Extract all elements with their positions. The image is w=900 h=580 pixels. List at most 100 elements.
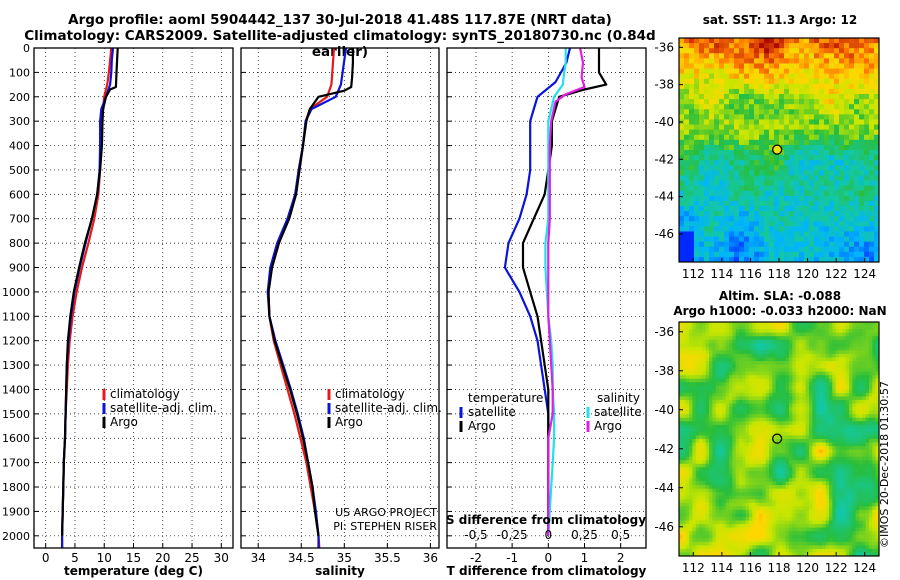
map-cell <box>715 329 720 334</box>
map-cell <box>844 119 850 125</box>
map-cell <box>869 241 875 248</box>
map-cell <box>759 216 765 222</box>
map-cell <box>794 185 800 192</box>
map-cell <box>749 424 753 429</box>
map-cell <box>729 428 733 433</box>
map-cell <box>729 43 735 49</box>
map-cell <box>815 364 820 369</box>
map-cell <box>812 435 817 440</box>
map-cell <box>819 144 825 151</box>
map-cell <box>772 375 777 380</box>
map-cell <box>695 446 700 451</box>
map-cell <box>752 392 757 397</box>
map-cell <box>789 439 793 443</box>
map-cell <box>712 336 717 341</box>
map-cell <box>754 256 760 263</box>
map-cell <box>779 129 785 136</box>
map-cell <box>694 124 700 131</box>
map-cell <box>679 150 685 156</box>
map-cell <box>712 371 717 376</box>
map-cell <box>869 236 875 243</box>
map-cell <box>699 170 705 176</box>
map-cell <box>844 63 850 69</box>
map-cell <box>872 361 877 365</box>
map-cell <box>854 144 860 151</box>
map-cell <box>849 346 853 351</box>
map-cell <box>829 180 835 187</box>
map-cell <box>755 453 760 458</box>
map-cell <box>785 492 790 497</box>
map-cell <box>819 211 825 217</box>
map-cell <box>822 435 827 440</box>
map-cell <box>799 206 805 212</box>
map-cell <box>754 83 760 90</box>
map-cell <box>752 403 757 408</box>
map-cell <box>765 378 770 383</box>
map-cell <box>784 246 790 253</box>
map-cell <box>692 343 697 348</box>
map-cell <box>842 396 847 401</box>
map-cell <box>839 389 843 394</box>
map-cell <box>849 200 855 207</box>
map-cell <box>824 226 830 232</box>
map-cell <box>855 339 860 344</box>
map-cell <box>785 336 790 341</box>
map-cell <box>729 396 733 401</box>
map-cell <box>799 421 803 426</box>
map-cell <box>755 431 760 436</box>
map-cell <box>822 357 827 362</box>
map-cell <box>719 139 725 146</box>
map-cell <box>824 155 830 161</box>
map-cell <box>785 339 790 344</box>
map-cell <box>749 407 753 412</box>
map-cell <box>839 392 843 397</box>
map-cell <box>705 446 710 451</box>
map-cell <box>819 431 823 436</box>
map-cell <box>685 442 690 447</box>
map-cell <box>769 488 773 493</box>
map-cell <box>772 357 777 362</box>
map-cell <box>735 431 740 436</box>
map-cell <box>735 371 740 376</box>
map-cell <box>819 325 823 330</box>
map-cell <box>829 325 833 330</box>
map-cell <box>815 488 820 493</box>
map-cell <box>872 481 877 486</box>
map-cell <box>839 371 843 376</box>
map-cell <box>859 241 865 248</box>
map-cell <box>814 78 820 85</box>
map-cell <box>782 329 787 334</box>
map-cell <box>704 63 710 69</box>
map-cell <box>829 446 833 451</box>
map-cell <box>704 195 710 202</box>
map-cell <box>789 346 793 351</box>
map-cell <box>874 94 880 100</box>
map-cell <box>859 400 863 404</box>
map-cell <box>835 463 840 468</box>
map-cell <box>845 485 850 490</box>
map-cell <box>764 104 770 110</box>
map-cell <box>854 241 860 248</box>
map-cell <box>759 343 763 348</box>
map-cell <box>702 343 707 348</box>
map-cell <box>715 396 720 401</box>
map-cell <box>732 463 737 468</box>
map-cell <box>759 485 763 490</box>
map-cell <box>764 63 770 69</box>
map-cell <box>774 53 780 59</box>
map-cell <box>702 428 707 433</box>
map-cell <box>732 428 737 433</box>
map-cell <box>722 424 727 429</box>
map-cell <box>809 403 813 408</box>
map-cell <box>694 241 700 248</box>
map-cell <box>872 389 877 394</box>
map-cell <box>795 357 800 362</box>
map-cell <box>809 453 813 458</box>
map-cell <box>819 463 823 468</box>
map-cell <box>725 460 730 465</box>
map-cell <box>842 346 847 351</box>
map-cell <box>795 467 800 472</box>
map-cell <box>865 343 870 348</box>
map-cell <box>715 495 720 500</box>
map-cell <box>769 94 775 100</box>
